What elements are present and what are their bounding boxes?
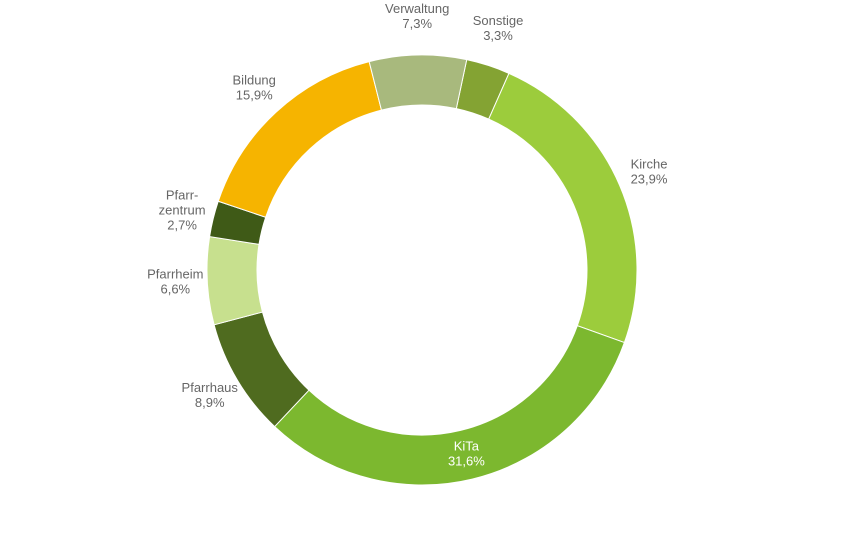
- slice-label-kita-line0: KiTa: [454, 439, 480, 454]
- slice-label-pfarrheim-line0: Pfarrheim: [147, 266, 203, 281]
- donut-chart: Sonstige3,3% Kirche23,9% KiTa31,6% Pfarrhau…: [0, 0, 845, 539]
- slice-label-pfarrzentrum-line2: 2,7%: [167, 218, 197, 233]
- slice-pfarrheim: [207, 237, 262, 325]
- slice-label-bildung-line0: Bildung: [233, 73, 276, 88]
- slice-label-pfarrheim-line1: 6,6%: [160, 281, 190, 296]
- slice-label-sonstige-line1: 3,3%: [483, 28, 513, 43]
- slice-verwaltung: [369, 55, 467, 110]
- slice-label-pfarrzentrum-line1: zentrum: [159, 203, 206, 218]
- slice-label-pfarrzentrum-line0: Pfarr-: [166, 188, 199, 203]
- slice-label-verwaltung-line1: 7,3%: [402, 16, 432, 31]
- slice-label-kita-line1: 31,6%: [448, 454, 485, 469]
- slice-label-kirche-line0: Kirche: [631, 157, 668, 172]
- slice-label-kirche-line1: 23,9%: [631, 172, 668, 187]
- slice-label-pfarrhaus-line1: 8,9%: [195, 395, 225, 410]
- slice-label-verwaltung-line0: Verwaltung: [385, 1, 449, 16]
- slice-label-sonstige-line0: Sonstige: [473, 13, 524, 28]
- slice-kirche: [489, 73, 637, 342]
- slice-label-bildung-line1: 15,9%: [236, 88, 273, 103]
- slice-label-pfarrhaus-line0: Pfarrhaus: [182, 380, 239, 395]
